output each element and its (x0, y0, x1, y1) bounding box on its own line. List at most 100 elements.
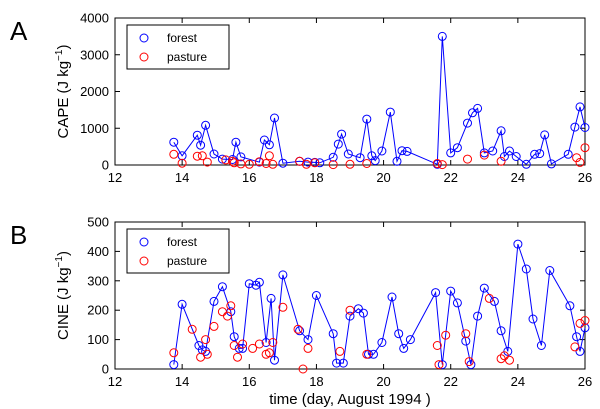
data-point-pasture (248, 343, 258, 353)
data-point-pasture (169, 149, 179, 159)
data-point-forest (580, 123, 590, 132)
data-point-forest (169, 360, 179, 370)
x-tick-label: 14 (175, 374, 189, 389)
legend-marker-pasture (139, 256, 149, 266)
data-point-forest (333, 139, 343, 149)
x-tick-label: 22 (443, 374, 457, 389)
y-tick-label: 100 (87, 332, 109, 347)
data-point-pasture (328, 160, 338, 170)
legend: forest pasture (126, 228, 230, 274)
data-point-pasture (301, 159, 311, 169)
data-point-forest (332, 358, 342, 368)
data-point-forest (513, 239, 523, 249)
data-point-pasture (264, 348, 274, 358)
y-tick-label: 0 (102, 158, 109, 173)
data-point-forest (345, 311, 355, 321)
data-point-forest (479, 283, 489, 293)
y-tick-label: 400 (87, 244, 109, 259)
y-tick-label: 300 (87, 273, 109, 288)
legend-box (126, 228, 230, 274)
panel-label: A (10, 16, 28, 46)
data-point-pasture (434, 360, 444, 370)
data-point-forest (521, 264, 531, 274)
data-point-forest (479, 148, 489, 158)
x-tick-label: 16 (242, 374, 256, 389)
y-tick-label: 200 (87, 303, 109, 318)
x-tick-label: 22 (443, 170, 457, 185)
data-point-pasture (278, 302, 288, 312)
x-tick-label: 26 (578, 170, 592, 185)
data-point-pasture (228, 156, 237, 166)
data-point-forest (397, 146, 407, 156)
data-point-forest (370, 156, 380, 166)
legend-label-forest: forest (167, 31, 198, 45)
data-point-forest (463, 118, 472, 128)
data-point-forest (355, 153, 365, 163)
data-point-pasture (217, 307, 227, 317)
data-point-pasture (505, 355, 514, 365)
data-point-forest (496, 326, 506, 336)
data-point-pasture (463, 154, 472, 164)
x-tick-label: 12 (108, 374, 122, 389)
legend-label-forest: forest (167, 235, 198, 249)
data-point-pasture (432, 341, 442, 350)
y-tick-label: 4000 (80, 11, 109, 26)
data-point-pasture (575, 318, 585, 328)
data-point-pasture (496, 354, 506, 364)
data-point-pasture (226, 301, 236, 311)
data-point-forest (572, 332, 582, 342)
data-point-forest (528, 314, 538, 324)
data-point-forest (358, 308, 368, 318)
data-point-forest (452, 143, 462, 153)
data-point-forest (437, 360, 447, 370)
data-point-forest (303, 335, 313, 345)
data-point-forest (473, 103, 483, 113)
data-point-forest (431, 288, 441, 298)
data-point-forest (278, 270, 288, 280)
data-point-pasture (233, 352, 242, 362)
data-point-forest (337, 129, 347, 139)
x-tick-label: 26 (578, 374, 592, 389)
data-point-forest (580, 323, 590, 333)
data-point-pasture (575, 157, 585, 167)
data-point-forest (231, 137, 241, 147)
data-point-forest (264, 140, 274, 150)
data-point-forest (565, 301, 575, 311)
data-point-forest (540, 130, 550, 140)
legend-marker-pasture (139, 52, 149, 62)
data-point-forest (452, 298, 462, 308)
data-point-pasture (201, 335, 211, 345)
x-tick-label: 20 (376, 374, 390, 389)
data-point-forest (405, 335, 415, 345)
data-point-forest (209, 149, 219, 159)
data-point-pasture (192, 151, 202, 161)
data-point-forest (343, 149, 353, 159)
data-point-pasture (209, 321, 219, 331)
data-point-pasture (221, 155, 231, 165)
data-point-pasture (362, 159, 372, 168)
data-point-pasture (570, 342, 580, 352)
data-point-forest (192, 130, 202, 140)
data-point-forest (201, 120, 211, 130)
y-tick-label: 2000 (80, 84, 109, 99)
data-point-pasture (254, 339, 264, 349)
data-point-forest (437, 31, 447, 41)
data-point-pasture (479, 150, 489, 160)
data-point-pasture (223, 311, 232, 321)
data-point-forest (261, 338, 271, 347)
data-point-forest (575, 102, 585, 112)
data-point-pasture (580, 316, 590, 325)
panel-label: B (10, 220, 27, 250)
data-point-pasture (303, 343, 313, 353)
data-point-forest (362, 114, 372, 124)
data-point-forest (238, 343, 248, 353)
data-point-forest (545, 266, 555, 275)
data-point-pasture (499, 351, 509, 361)
data-point-forest (468, 108, 477, 118)
data-point-forest (270, 113, 279, 123)
data-point-forest (385, 107, 395, 117)
data-point-forest (270, 355, 279, 365)
data-point-pasture (293, 324, 303, 334)
y-tick-label: 500 (87, 215, 109, 230)
data-point-forest (392, 156, 402, 166)
